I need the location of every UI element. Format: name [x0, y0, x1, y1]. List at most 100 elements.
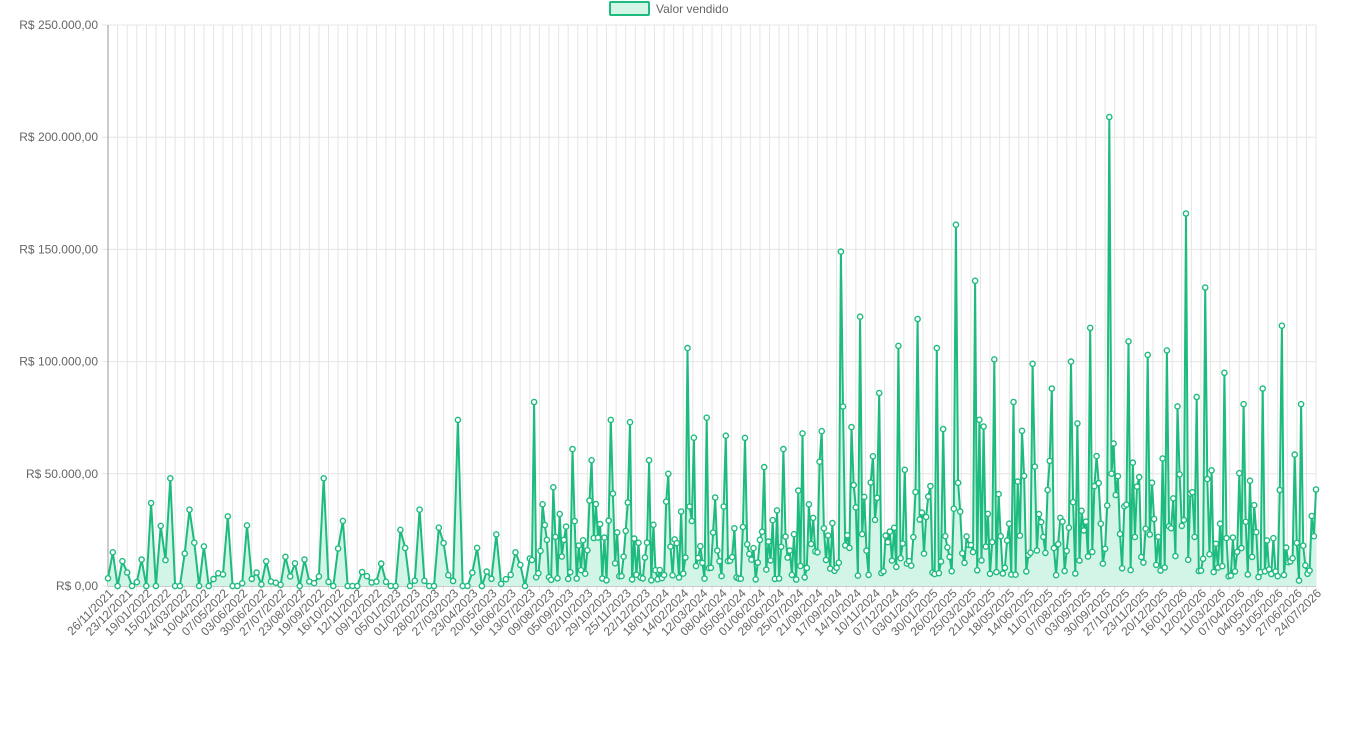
data-point	[895, 342, 902, 350]
data-point	[728, 553, 736, 561]
data-point	[588, 456, 595, 464]
data-point	[435, 524, 443, 532]
data-point	[1259, 385, 1266, 392]
data-point	[1231, 568, 1239, 575]
data-point	[605, 517, 613, 524]
data-point	[694, 554, 702, 562]
data-point	[577, 566, 585, 574]
data-point	[865, 571, 872, 579]
data-point	[927, 482, 934, 490]
chart-legend[interactable]: Valor vendido	[609, 1, 729, 16]
data-point	[924, 493, 932, 500]
data-point	[780, 445, 787, 453]
data-point	[1080, 527, 1088, 534]
data-point	[720, 503, 728, 510]
data-point	[1044, 486, 1051, 494]
data-point	[1084, 553, 1092, 560]
legend-swatch[interactable]	[609, 1, 650, 16]
data-point	[699, 559, 706, 567]
data-point	[986, 570, 994, 578]
data-point	[613, 529, 621, 536]
data-point	[731, 525, 738, 532]
data-point	[186, 506, 193, 514]
data-point	[920, 550, 928, 557]
data-point	[703, 414, 711, 422]
data-point	[756, 536, 764, 544]
data-point	[1157, 567, 1164, 574]
data-point	[1180, 516, 1188, 524]
data-point	[1014, 478, 1022, 485]
data-point	[976, 416, 983, 424]
data-point	[1140, 559, 1147, 566]
data-point	[716, 557, 723, 565]
data-point	[444, 571, 452, 579]
data-point	[893, 563, 900, 571]
data-point	[1270, 534, 1277, 542]
data-point	[1142, 525, 1149, 533]
data-point	[897, 554, 904, 562]
data-point	[492, 531, 500, 538]
data-point	[918, 509, 926, 516]
data-point	[950, 505, 958, 513]
data-point	[718, 572, 725, 580]
data-point	[890, 524, 898, 532]
data-point	[937, 558, 945, 565]
data-point	[567, 568, 574, 576]
data-point	[799, 430, 806, 437]
data-point	[626, 418, 634, 426]
data-point	[219, 571, 227, 578]
series-line	[107, 116, 1317, 587]
data-point	[1048, 385, 1056, 392]
data-point	[579, 537, 587, 544]
data-point	[1163, 347, 1171, 354]
data-point	[956, 508, 964, 515]
data-point	[660, 571, 668, 579]
data-point	[1182, 210, 1190, 217]
data-point	[1067, 358, 1075, 365]
data-point	[1248, 553, 1256, 561]
data-point	[575, 542, 583, 549]
data-point	[560, 536, 568, 544]
data-point	[641, 554, 649, 561]
data-point	[1059, 518, 1066, 525]
data-point	[984, 510, 992, 518]
data-point	[296, 582, 304, 590]
data-point	[922, 513, 930, 521]
data-point	[601, 534, 608, 541]
data-point	[803, 564, 811, 572]
data-point	[1174, 403, 1181, 410]
data-point	[784, 554, 791, 561]
data-point	[1199, 555, 1207, 563]
data-point	[138, 556, 145, 563]
data-point	[473, 544, 481, 552]
data-point	[166, 474, 174, 482]
data-point	[1029, 360, 1036, 368]
data-point	[991, 356, 998, 363]
data-point	[880, 568, 887, 575]
data-point	[401, 544, 409, 552]
data-point	[449, 577, 457, 585]
data-point	[512, 549, 519, 556]
data-point	[1089, 548, 1096, 556]
data-point	[1246, 477, 1254, 485]
data-point	[1065, 524, 1073, 532]
data-point	[517, 561, 524, 569]
data-point	[363, 572, 371, 580]
data-point	[1035, 510, 1043, 518]
data-point	[1212, 540, 1220, 548]
data-point	[594, 534, 602, 541]
data-point	[980, 423, 987, 430]
data-point	[325, 578, 332, 586]
data-point	[707, 564, 715, 572]
data-point	[1103, 502, 1111, 509]
data-point	[1204, 475, 1211, 483]
data-point	[1223, 534, 1230, 542]
data-point	[1308, 512, 1315, 520]
data-point	[988, 538, 996, 546]
data-point	[1167, 525, 1175, 532]
data-point	[788, 571, 796, 579]
data-point	[181, 550, 188, 557]
data-point	[104, 575, 112, 582]
legend-label[interactable]: Valor vendido	[656, 2, 729, 16]
